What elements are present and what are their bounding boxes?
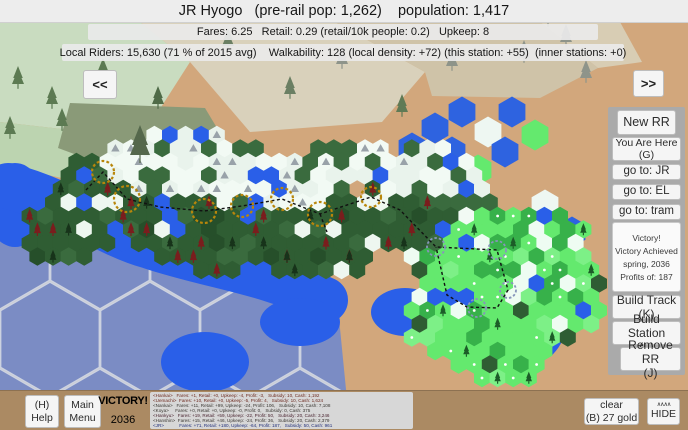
victory-box: Victory! Victory Achieved spring, 2036 P… (612, 222, 681, 292)
goto-tram-label: go to: tram (619, 205, 674, 218)
victory-status-text: VICTORY! (98, 395, 148, 407)
victory-achieved-text: Victory Achieved (615, 245, 678, 256)
goto-el-label: go to: EL (623, 185, 670, 198)
main-menu-button[interactable]: Main Menu (64, 395, 101, 428)
help-hotkey: (H) (34, 399, 50, 412)
victory-date: spring, 2036 (623, 258, 670, 269)
build-station-button[interactable]: Build Station (L) (612, 312, 681, 354)
remove-rr-hotkey: (J) (643, 366, 658, 381)
bottom-bar: (H) Help Main Menu VICTORY! 2036 <Hankai… (0, 390, 688, 430)
new-rr-button[interactable]: New RR (617, 110, 676, 135)
stats-bar-riders: Local Riders: 15,630 (71 % of 2015 avg) … (59, 44, 627, 61)
page-title: JR Hyogo (pre-rail pop: 1,262) populatio… (178, 3, 510, 19)
build-station-label: Build Station (627, 311, 666, 340)
victory-status-year: 2036 (110, 414, 136, 426)
hide-button[interactable]: ∧∧∧∧ HIDE (647, 398, 680, 425)
build-track-label: Build Track (616, 292, 677, 307)
main-menu-label-1: Main (71, 399, 94, 412)
legend-line: <Hankai> Fares: +1, Retail: +0, Upkeep: … (153, 393, 320, 398)
goto-tram-button[interactable]: go to: tram (612, 204, 681, 220)
clear-label: clear (600, 399, 623, 412)
help-label: Help (31, 411, 53, 424)
you-are-here-hotkey: (G) (638, 149, 655, 161)
hide-arrows-icon: ∧∧∧∧ (656, 401, 672, 408)
legend-line: <Koya> Fares: +0, Retail: +0, Upkeep: -0… (153, 408, 311, 413)
help-button[interactable]: (H) Help (25, 395, 59, 428)
chevron-left-icon: << (92, 76, 108, 92)
victory-title: Victory! (632, 232, 661, 243)
build-track-hotkey: (K) (638, 307, 655, 321)
scroll-right-button[interactable]: >> (633, 70, 664, 97)
gold-count-label: (B) 27 gold (585, 411, 638, 424)
legend-line: <Hanshin> Fares: +15, Retail: +46, Upkee… (153, 418, 330, 423)
stats-bar-economy: Fares: 6.25 Retail: 0.29 (retail/10k peo… (88, 24, 598, 40)
economy-stats-text: Fares: 6.25 Retail: 0.29 (retail/10k peo… (196, 26, 490, 38)
remove-rr-label: Remove RR (628, 337, 673, 366)
right-panel: New RR You Are Here (G) go to: JR go to:… (608, 107, 685, 380)
goto-el-button[interactable]: go to: EL (612, 184, 681, 200)
goto-jr-button[interactable]: go to: JR (612, 164, 681, 180)
title-bar: JR Hyogo (pre-rail pop: 1,262) populatio… (0, 0, 688, 23)
legend-line: <Nankai> Fares: +11, Retail: +99, Upkeep… (153, 403, 331, 408)
build-track-button[interactable]: Build Track (K) (612, 292, 681, 321)
main-menu-label-2: Menu (69, 411, 96, 424)
legend-line: <Hankyu> Fares: +19, Retail: +59, Upkeep… (153, 413, 330, 418)
victory-status: VICTORY! 2036 (94, 395, 152, 426)
clear-button[interactable]: clear (B) 27 gold (584, 398, 639, 425)
legend-line: <Uemachi> Fares: +10, Retail: +0, Upkeep… (153, 398, 324, 403)
goto-jr-label: go to: JR (623, 165, 670, 178)
you-are-here-button[interactable]: You Are Here (G) (612, 137, 681, 161)
new-rr-label: New RR (623, 115, 670, 130)
riders-stats-text: Local Riders: 15,630 (71 % of 2015 avg) … (59, 46, 627, 59)
legend-line: <JR> Fares: +71, Retail: +180, Upkeep: -… (153, 423, 333, 428)
victory-profits: Profits of: 187 (620, 271, 673, 282)
scroll-left-button[interactable]: << (83, 70, 117, 99)
remove-rr-button[interactable]: Remove RR (J) (620, 338, 681, 380)
chevron-right-icon: >> (640, 75, 657, 91)
hide-label: HIDE (650, 407, 677, 420)
legend-panel: <Hankai> Fares: +1, Retail: +0, Upkeep: … (150, 392, 413, 429)
you-are-here-label: You Are Here (615, 136, 678, 149)
